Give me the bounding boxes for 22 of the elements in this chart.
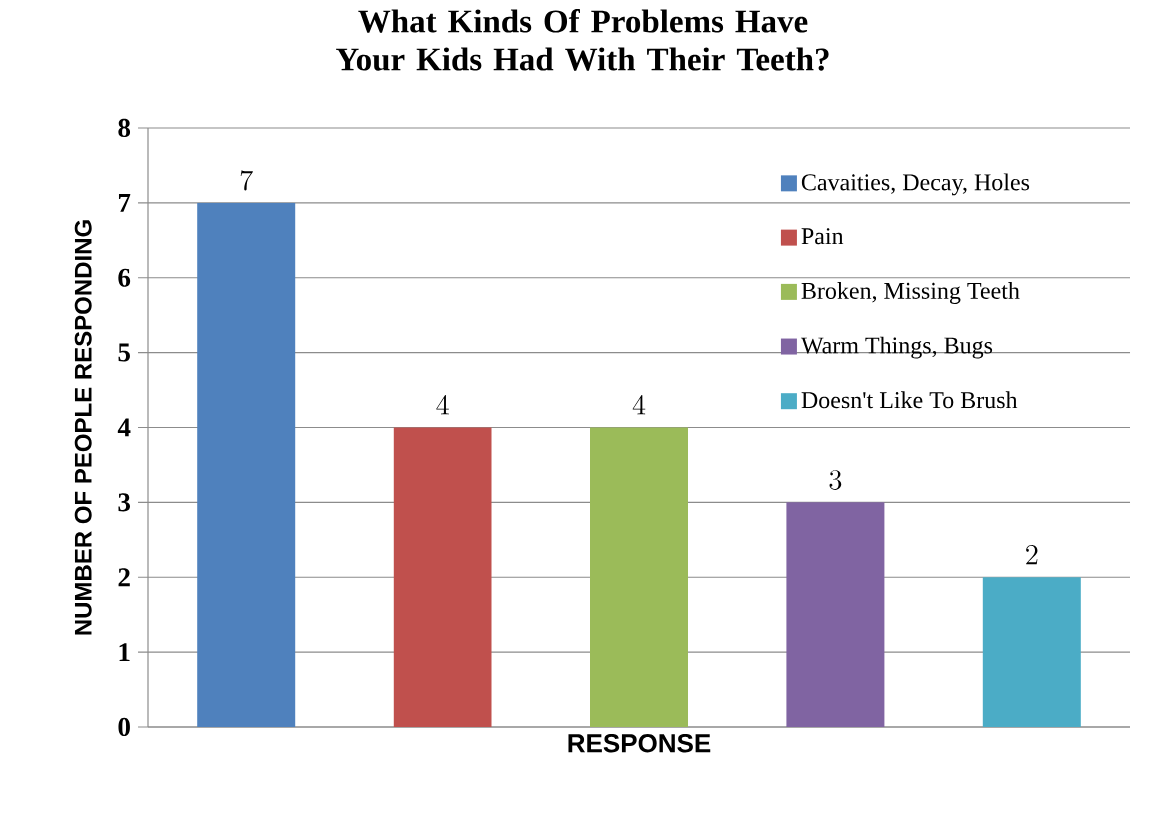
legend-label: Broken, Missing Teeth xyxy=(801,282,1020,304)
legend-label: Warm Things, Bugs xyxy=(800,336,993,359)
data-label: 4 xyxy=(436,394,449,415)
data-label: 7 xyxy=(240,170,253,191)
y-tick-label: 5 xyxy=(118,343,130,362)
legend-label: Doesn't Like To Brush xyxy=(801,391,1018,409)
legend-label: Cavaities, Decay, Holes xyxy=(801,173,1030,196)
chart-title: What Kinds Of Problems Have Your Kids Had With Their Teeth? xyxy=(336,9,829,71)
data-label: 2 xyxy=(1026,545,1038,565)
x-axis-title: RESPONSE xyxy=(568,734,711,753)
y-tick-label: 0 xyxy=(118,717,130,737)
y-axis-title: NUMBER OF PEOPLE RESPONDING xyxy=(74,220,92,635)
y-tick-label: 4 xyxy=(117,418,131,437)
y-tick-label: 7 xyxy=(118,194,131,212)
y-tick-label: 1 xyxy=(119,643,130,662)
data-label: 3 xyxy=(829,470,842,490)
y-tick-label: 2 xyxy=(118,568,130,587)
legend-label: Pain xyxy=(801,228,844,245)
y-tick-label: 8 xyxy=(118,118,131,138)
y-tick-label: 6 xyxy=(118,268,131,287)
y-tick-label: 3 xyxy=(118,493,131,512)
data-label: 4 xyxy=(632,394,646,415)
